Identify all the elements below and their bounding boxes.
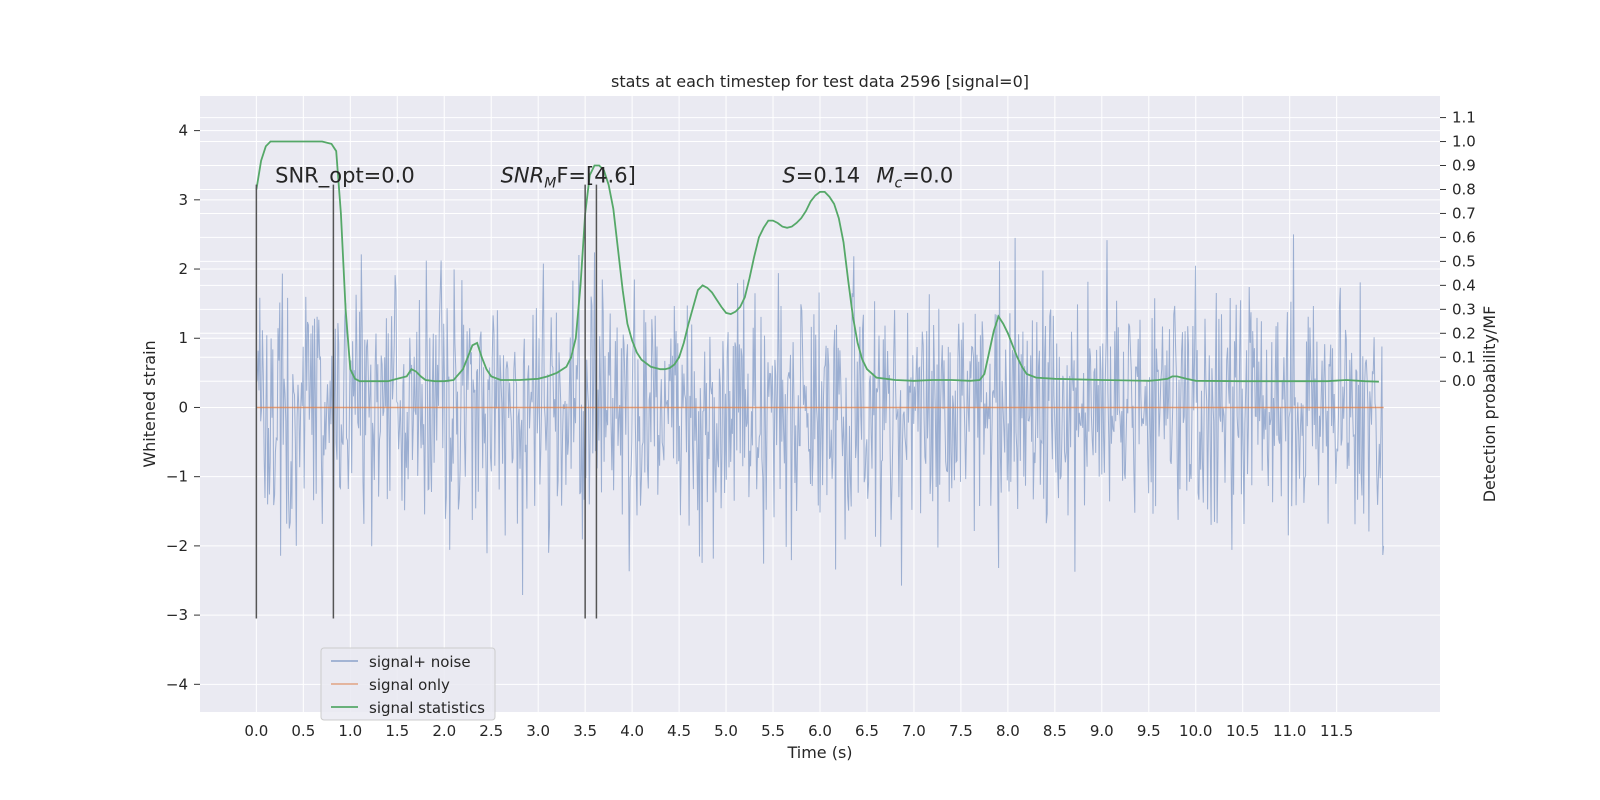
x-tick-label: 0.0 [244,722,268,740]
y-tick-label-right: 0.2 [1452,324,1476,342]
annotation-main: S [782,164,795,188]
x-tick-label: 11.0 [1273,722,1306,740]
legend: signal+ noise signal only signal statist… [320,647,496,721]
noise-trace [255,234,1385,596]
y-tick-label-left: 0 [178,398,188,416]
x-tick-label: 8.0 [996,722,1020,740]
annotation-main: SNR [501,164,545,188]
x-tick-label: 9.5 [1137,722,1161,740]
x-tick-label: 10.5 [1226,722,1259,740]
statistics-series [255,140,1379,383]
x-tick-label: 6.5 [855,722,879,740]
x-tick-label: 2.0 [432,722,456,740]
annotation-main: M [876,164,894,188]
x-tick-label: 1.0 [338,722,362,740]
x-tick-label: 7.0 [902,722,926,740]
y-tick-label-right: 0.6 [1452,228,1476,246]
annotation-text: Mc=0.0 [876,164,953,192]
x-tick-label: 3.5 [573,722,597,740]
y-tick-label-left: −4 [166,675,188,693]
annotation-rest: F=[4.6] [556,164,635,188]
x-tick-label: 7.5 [949,722,973,740]
y-tick-label-left: −2 [166,537,188,555]
y-tick-label-left: 1 [178,329,188,347]
annotations: SNR_opt=0.0 SNRMF=[4.6] S=0.14 Mc=0.0 [275,164,953,192]
y-tick-label-left: 4 [178,122,188,140]
x-tick-label: 3.0 [526,722,550,740]
x-tick-label: 11.5 [1320,722,1353,740]
annotation-text: SNRMF=[4.6] [501,164,636,192]
annotation-text: SNR_opt=0.0 [275,164,415,189]
annotation-rest: =0.14 [796,164,860,188]
y-axis-label-right: Detection probability/MF [1480,306,1499,503]
y-tick-label-right: 0.8 [1452,180,1476,198]
legend-label-noise: signal+ noise [369,653,471,671]
x-tick-label: 1.5 [385,722,409,740]
axis-ticks: 0.0 0.5 1.0 1.5 2.0 2.5 3.0 3.5 4.0 4.5 5.0 5.5 6.0 6… [166,109,1476,740]
x-tick-label: 4.0 [620,722,644,740]
annotation-rest: =0.0 [902,164,953,188]
annotation-main: SNR_opt=0.0 [275,164,415,189]
y-tick-label-left: −3 [166,606,188,624]
legend-box [320,647,496,721]
y-tick-label-right: 0.4 [1452,276,1476,294]
x-tick-label: 5.0 [714,722,738,740]
y-tick-label-left: 2 [178,260,188,278]
y-tick-label-right: 0.0 [1452,372,1476,390]
annotation-subscript: M [544,176,556,192]
y-tick-label-right: 0.1 [1452,348,1476,366]
x-tick-label: 5.5 [761,722,785,740]
y-tick-label-right: 0.9 [1452,157,1476,175]
x-tick-label: 2.5 [479,722,503,740]
y-tick-label-left: −1 [166,468,188,486]
y-tick-label-left: 3 [178,191,188,209]
x-tick-label: 8.5 [1043,722,1067,740]
y-tick-label-right: 0.5 [1452,252,1476,270]
y-tick-label-right: 1.1 [1452,109,1476,127]
y-axis-label-left: Whitened strain [140,340,159,467]
x-tick-label: 10.0 [1179,722,1212,740]
x-tick-label: 0.5 [291,722,315,740]
legend-label-statistics: signal statistics [369,699,485,717]
y-tick-label-right: 0.7 [1452,204,1476,222]
x-axis-label: Time (s) [786,743,852,762]
noise-series [255,234,1385,596]
chart-title: stats at each timestep for test data 259… [611,72,1029,91]
statistics-line [255,140,1379,383]
vertical-markers [255,184,598,619]
x-tick-label: 6.0 [808,722,832,740]
annotation-text: S=0.14 [782,164,860,188]
x-tick-label: 4.5 [667,722,691,740]
annotation-subscript: c [894,176,902,192]
y-tick-label-right: 1.0 [1452,133,1476,151]
y-tick-label-right: 0.3 [1452,300,1476,318]
x-tick-label: 9.0 [1090,722,1114,740]
legend-label-signal: signal only [369,676,450,694]
